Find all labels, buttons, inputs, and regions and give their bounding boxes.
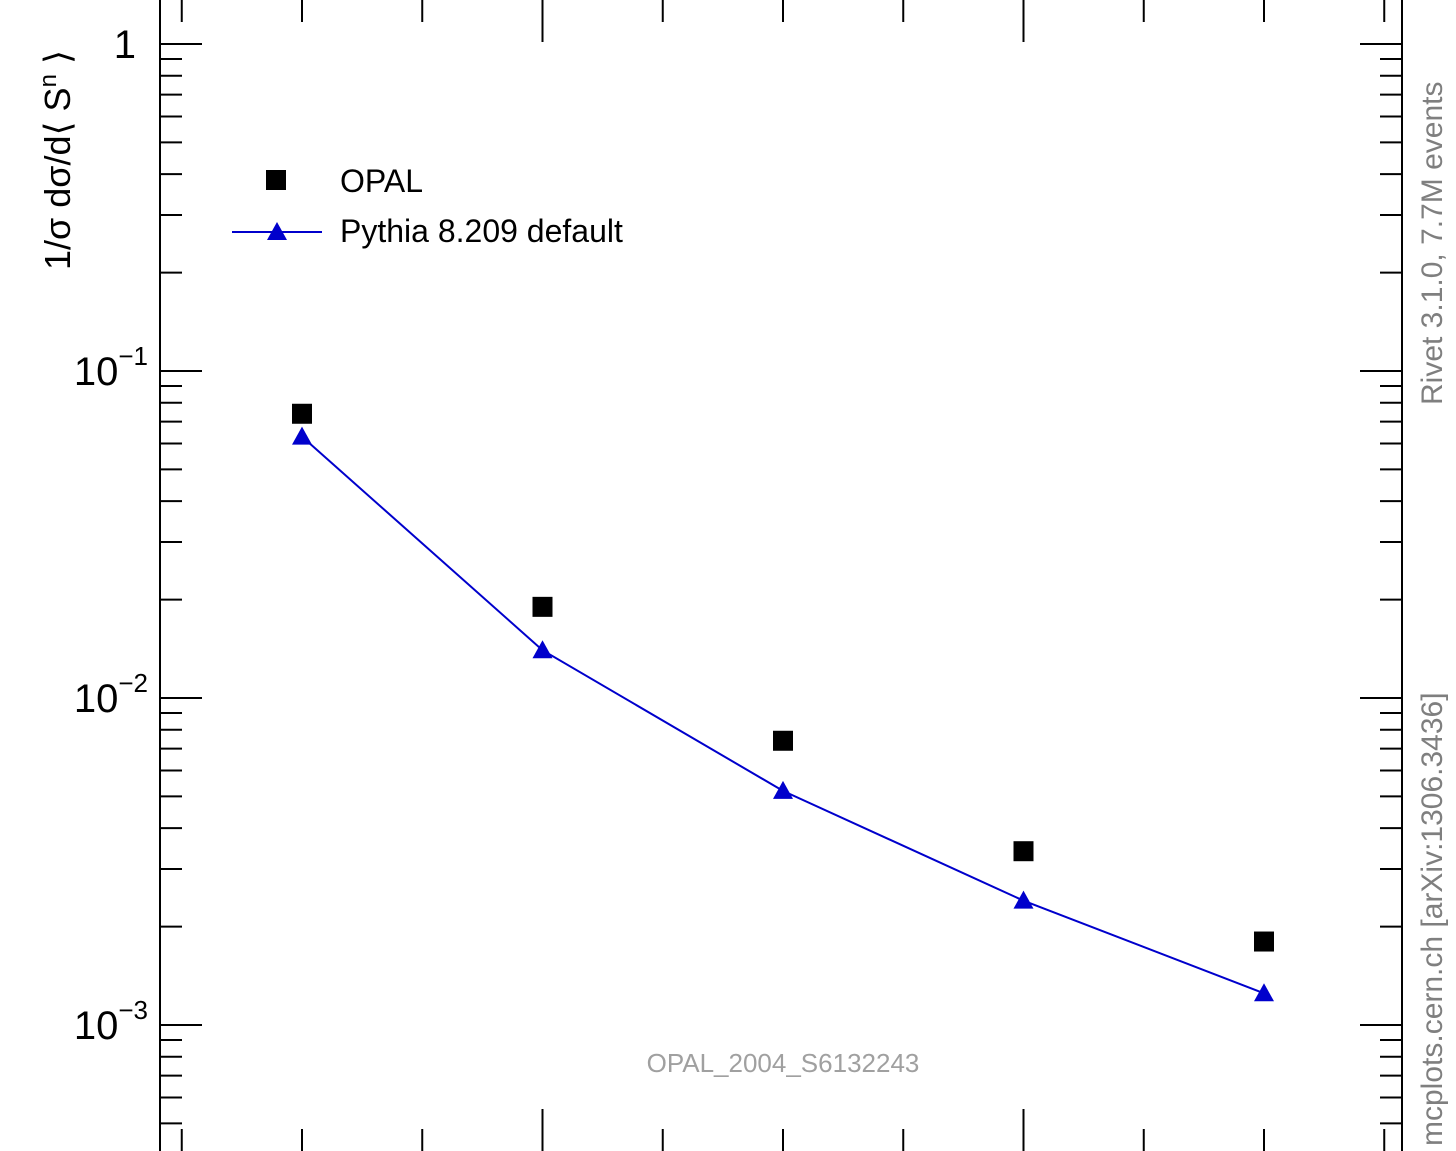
y-tick-label: 10−3 (74, 995, 148, 1048)
legend-label-pythia: Pythia 8.209 default (340, 213, 623, 249)
y-axis-label: 1/σ dσ/d⟨ Sn ⟩ (35, 50, 78, 270)
legend: OPAL Pythia 8.209 default (232, 163, 623, 249)
y-axis-ticks (160, 43, 1402, 1125)
legend-marker-pythia (267, 222, 287, 240)
pythia-point (532, 640, 553, 659)
opal-point (292, 403, 312, 424)
plot-frame (159, 0, 1403, 1151)
x-axis-ticks (180, 0, 1386, 1151)
pythia-line (301, 435, 1265, 995)
legend-label-opal: OPAL (340, 163, 423, 199)
opal-point (773, 730, 793, 751)
y-tick-label: 10−2 (74, 668, 148, 721)
legend-marker-opal (266, 170, 286, 190)
y-tick-label: 10−1 (74, 341, 148, 394)
pythia-point (773, 780, 793, 799)
pythia-point (1254, 983, 1274, 1002)
series-layer (292, 403, 1274, 1002)
y-tick-label: 1 (114, 23, 136, 67)
pythia-point (1013, 890, 1034, 909)
side-label-rivet: Rivet 3.1.0, 7.7M events (1416, 82, 1449, 406)
opal-point (1013, 841, 1034, 862)
y-axis-tick-labels: 1 10−1 10−2 10−3 (74, 23, 148, 1048)
pythia-point (292, 426, 312, 445)
opal-point (532, 596, 553, 617)
side-label-mcplots: mcplots.cern.ch [arXiv:1306.3436] (1416, 692, 1449, 1146)
analysis-watermark: OPAL_2004_S6132243 (647, 1048, 920, 1078)
opal-point (1254, 931, 1274, 952)
